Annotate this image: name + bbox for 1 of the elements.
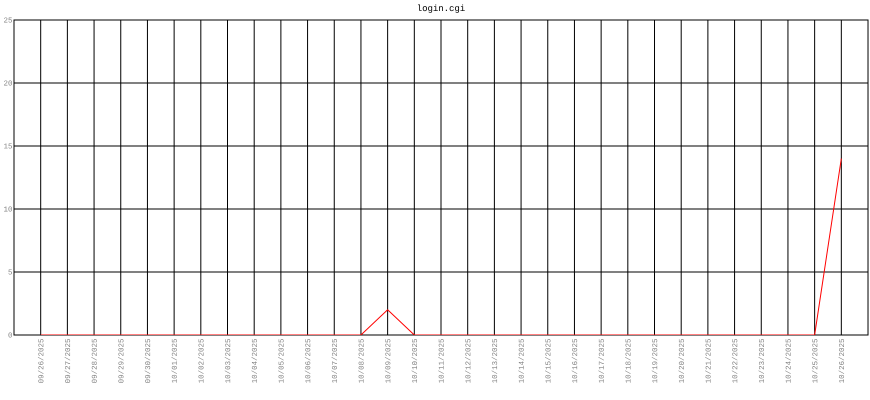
chart-title: login.cgi [418,4,465,13]
